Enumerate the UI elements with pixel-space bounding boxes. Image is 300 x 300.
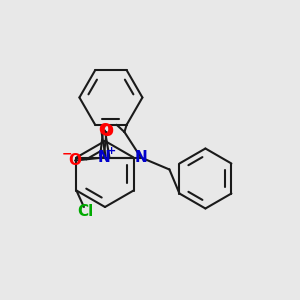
Text: N: N — [97, 150, 110, 165]
Text: −: − — [61, 147, 72, 161]
Text: O: O — [98, 123, 111, 138]
Text: N: N — [134, 150, 147, 165]
Text: O: O — [69, 153, 82, 168]
Text: Cl: Cl — [77, 204, 94, 219]
Text: O: O — [100, 124, 113, 140]
Text: +: + — [106, 146, 116, 156]
